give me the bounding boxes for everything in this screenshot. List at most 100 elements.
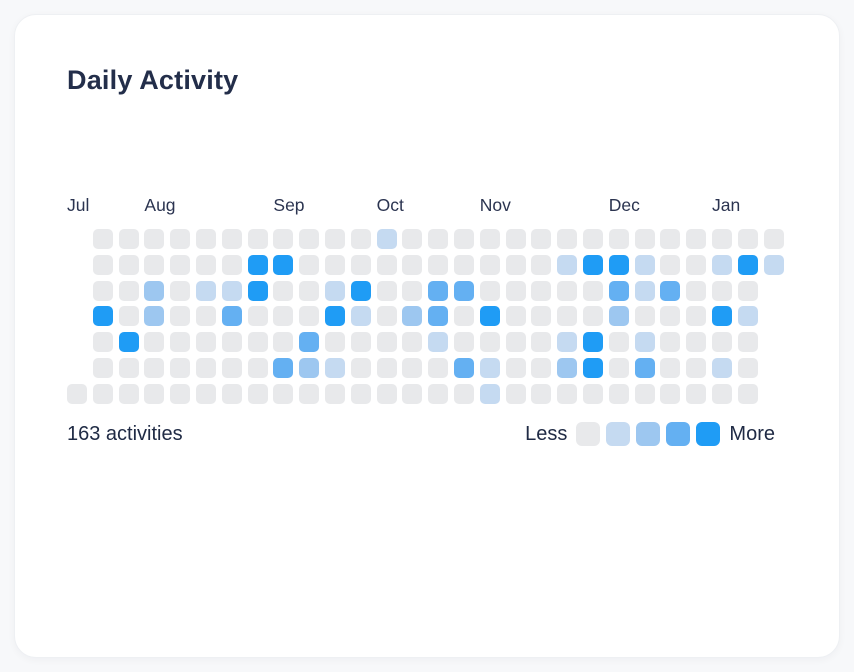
activity-cell[interactable] bbox=[428, 332, 449, 353]
activity-cell[interactable] bbox=[144, 357, 165, 378]
activity-cell[interactable] bbox=[582, 306, 603, 327]
activity-cell[interactable] bbox=[737, 357, 758, 378]
activity-cell[interactable] bbox=[660, 280, 681, 301]
activity-cell[interactable] bbox=[608, 306, 629, 327]
activity-cell[interactable] bbox=[92, 306, 113, 327]
activity-cell[interactable] bbox=[247, 332, 268, 353]
activity-cell[interactable] bbox=[324, 357, 345, 378]
activity-cell[interactable] bbox=[221, 332, 242, 353]
activity-cell[interactable] bbox=[479, 306, 500, 327]
activity-cell[interactable] bbox=[118, 229, 139, 249]
activity-cell[interactable] bbox=[273, 280, 294, 301]
activity-cell[interactable] bbox=[402, 357, 423, 378]
activity-cell[interactable] bbox=[608, 229, 629, 249]
activity-cell[interactable] bbox=[453, 383, 474, 404]
activity-cell[interactable] bbox=[686, 332, 707, 353]
activity-cell[interactable] bbox=[634, 383, 655, 404]
activity-cell[interactable] bbox=[92, 332, 113, 353]
activity-cell[interactable] bbox=[531, 280, 552, 301]
activity-cell[interactable] bbox=[505, 229, 526, 249]
activity-cell[interactable] bbox=[221, 357, 242, 378]
activity-cell[interactable] bbox=[402, 306, 423, 327]
activity-cell[interactable] bbox=[92, 254, 113, 275]
activity-cell[interactable] bbox=[711, 383, 732, 404]
activity-cell[interactable] bbox=[324, 332, 345, 353]
activity-cell[interactable] bbox=[118, 383, 139, 404]
activity-cell[interactable] bbox=[582, 280, 603, 301]
activity-cell[interactable] bbox=[195, 383, 216, 404]
activity-cell[interactable] bbox=[118, 280, 139, 301]
activity-cell[interactable] bbox=[737, 383, 758, 404]
activity-cell[interactable] bbox=[479, 383, 500, 404]
activity-cell[interactable] bbox=[531, 357, 552, 378]
activity-cell[interactable] bbox=[634, 332, 655, 353]
activity-cell[interactable] bbox=[634, 357, 655, 378]
activity-cell[interactable] bbox=[711, 357, 732, 378]
activity-cell[interactable] bbox=[737, 254, 758, 275]
activity-cell[interactable] bbox=[350, 357, 371, 378]
activity-cell[interactable] bbox=[144, 229, 165, 249]
activity-cell[interactable] bbox=[479, 254, 500, 275]
activity-cell[interactable] bbox=[557, 357, 578, 378]
activity-cell[interactable] bbox=[221, 383, 242, 404]
activity-cell[interactable] bbox=[479, 229, 500, 249]
activity-cell[interactable] bbox=[376, 357, 397, 378]
activity-cell[interactable] bbox=[324, 306, 345, 327]
activity-cell[interactable] bbox=[634, 306, 655, 327]
activity-cell[interactable] bbox=[634, 254, 655, 275]
activity-cell[interactable] bbox=[505, 254, 526, 275]
activity-cell[interactable] bbox=[376, 280, 397, 301]
activity-cell[interactable] bbox=[144, 383, 165, 404]
activity-cell[interactable] bbox=[505, 332, 526, 353]
activity-cell[interactable] bbox=[195, 254, 216, 275]
activity-cell[interactable] bbox=[557, 383, 578, 404]
activity-cell[interactable] bbox=[299, 254, 320, 275]
activity-cell[interactable] bbox=[686, 254, 707, 275]
activity-cell[interactable] bbox=[479, 332, 500, 353]
activity-cell[interactable] bbox=[711, 254, 732, 275]
activity-cell[interactable] bbox=[608, 254, 629, 275]
activity-cell[interactable] bbox=[453, 280, 474, 301]
activity-cell[interactable] bbox=[711, 229, 732, 249]
activity-cell[interactable] bbox=[582, 229, 603, 249]
activity-cell[interactable] bbox=[686, 306, 707, 327]
activity-cell[interactable] bbox=[582, 383, 603, 404]
activity-cell[interactable] bbox=[350, 280, 371, 301]
activity-cell[interactable] bbox=[92, 383, 113, 404]
activity-cell[interactable] bbox=[453, 357, 474, 378]
activity-cell[interactable] bbox=[324, 280, 345, 301]
activity-cell[interactable] bbox=[505, 280, 526, 301]
activity-cell[interactable] bbox=[505, 383, 526, 404]
activity-cell[interactable] bbox=[144, 306, 165, 327]
activity-cell[interactable] bbox=[582, 332, 603, 353]
activity-cell[interactable] bbox=[428, 280, 449, 301]
activity-cell[interactable] bbox=[273, 357, 294, 378]
activity-cell[interactable] bbox=[557, 229, 578, 249]
activity-cell[interactable] bbox=[376, 229, 397, 249]
activity-cell[interactable] bbox=[221, 254, 242, 275]
activity-cell[interactable] bbox=[350, 332, 371, 353]
activity-cell[interactable] bbox=[557, 332, 578, 353]
activity-cell[interactable] bbox=[195, 357, 216, 378]
activity-cell[interactable] bbox=[195, 306, 216, 327]
activity-cell[interactable] bbox=[92, 357, 113, 378]
activity-cell[interactable] bbox=[634, 229, 655, 249]
activity-cell[interactable] bbox=[582, 254, 603, 275]
activity-cell[interactable] bbox=[299, 383, 320, 404]
activity-cell[interactable] bbox=[195, 332, 216, 353]
activity-cell[interactable] bbox=[660, 332, 681, 353]
activity-cell[interactable] bbox=[350, 254, 371, 275]
activity-cell[interactable] bbox=[170, 254, 191, 275]
activity-cell[interactable] bbox=[299, 357, 320, 378]
activity-cell[interactable] bbox=[273, 332, 294, 353]
activity-cell[interactable] bbox=[453, 254, 474, 275]
activity-cell[interactable] bbox=[221, 229, 242, 249]
activity-cell[interactable] bbox=[428, 254, 449, 275]
activity-cell[interactable] bbox=[247, 383, 268, 404]
activity-cell[interactable] bbox=[428, 383, 449, 404]
activity-cell[interactable] bbox=[195, 229, 216, 249]
activity-cell[interactable] bbox=[686, 229, 707, 249]
activity-cell[interactable] bbox=[118, 332, 139, 353]
activity-cell[interactable] bbox=[195, 280, 216, 301]
activity-cell[interactable] bbox=[660, 254, 681, 275]
